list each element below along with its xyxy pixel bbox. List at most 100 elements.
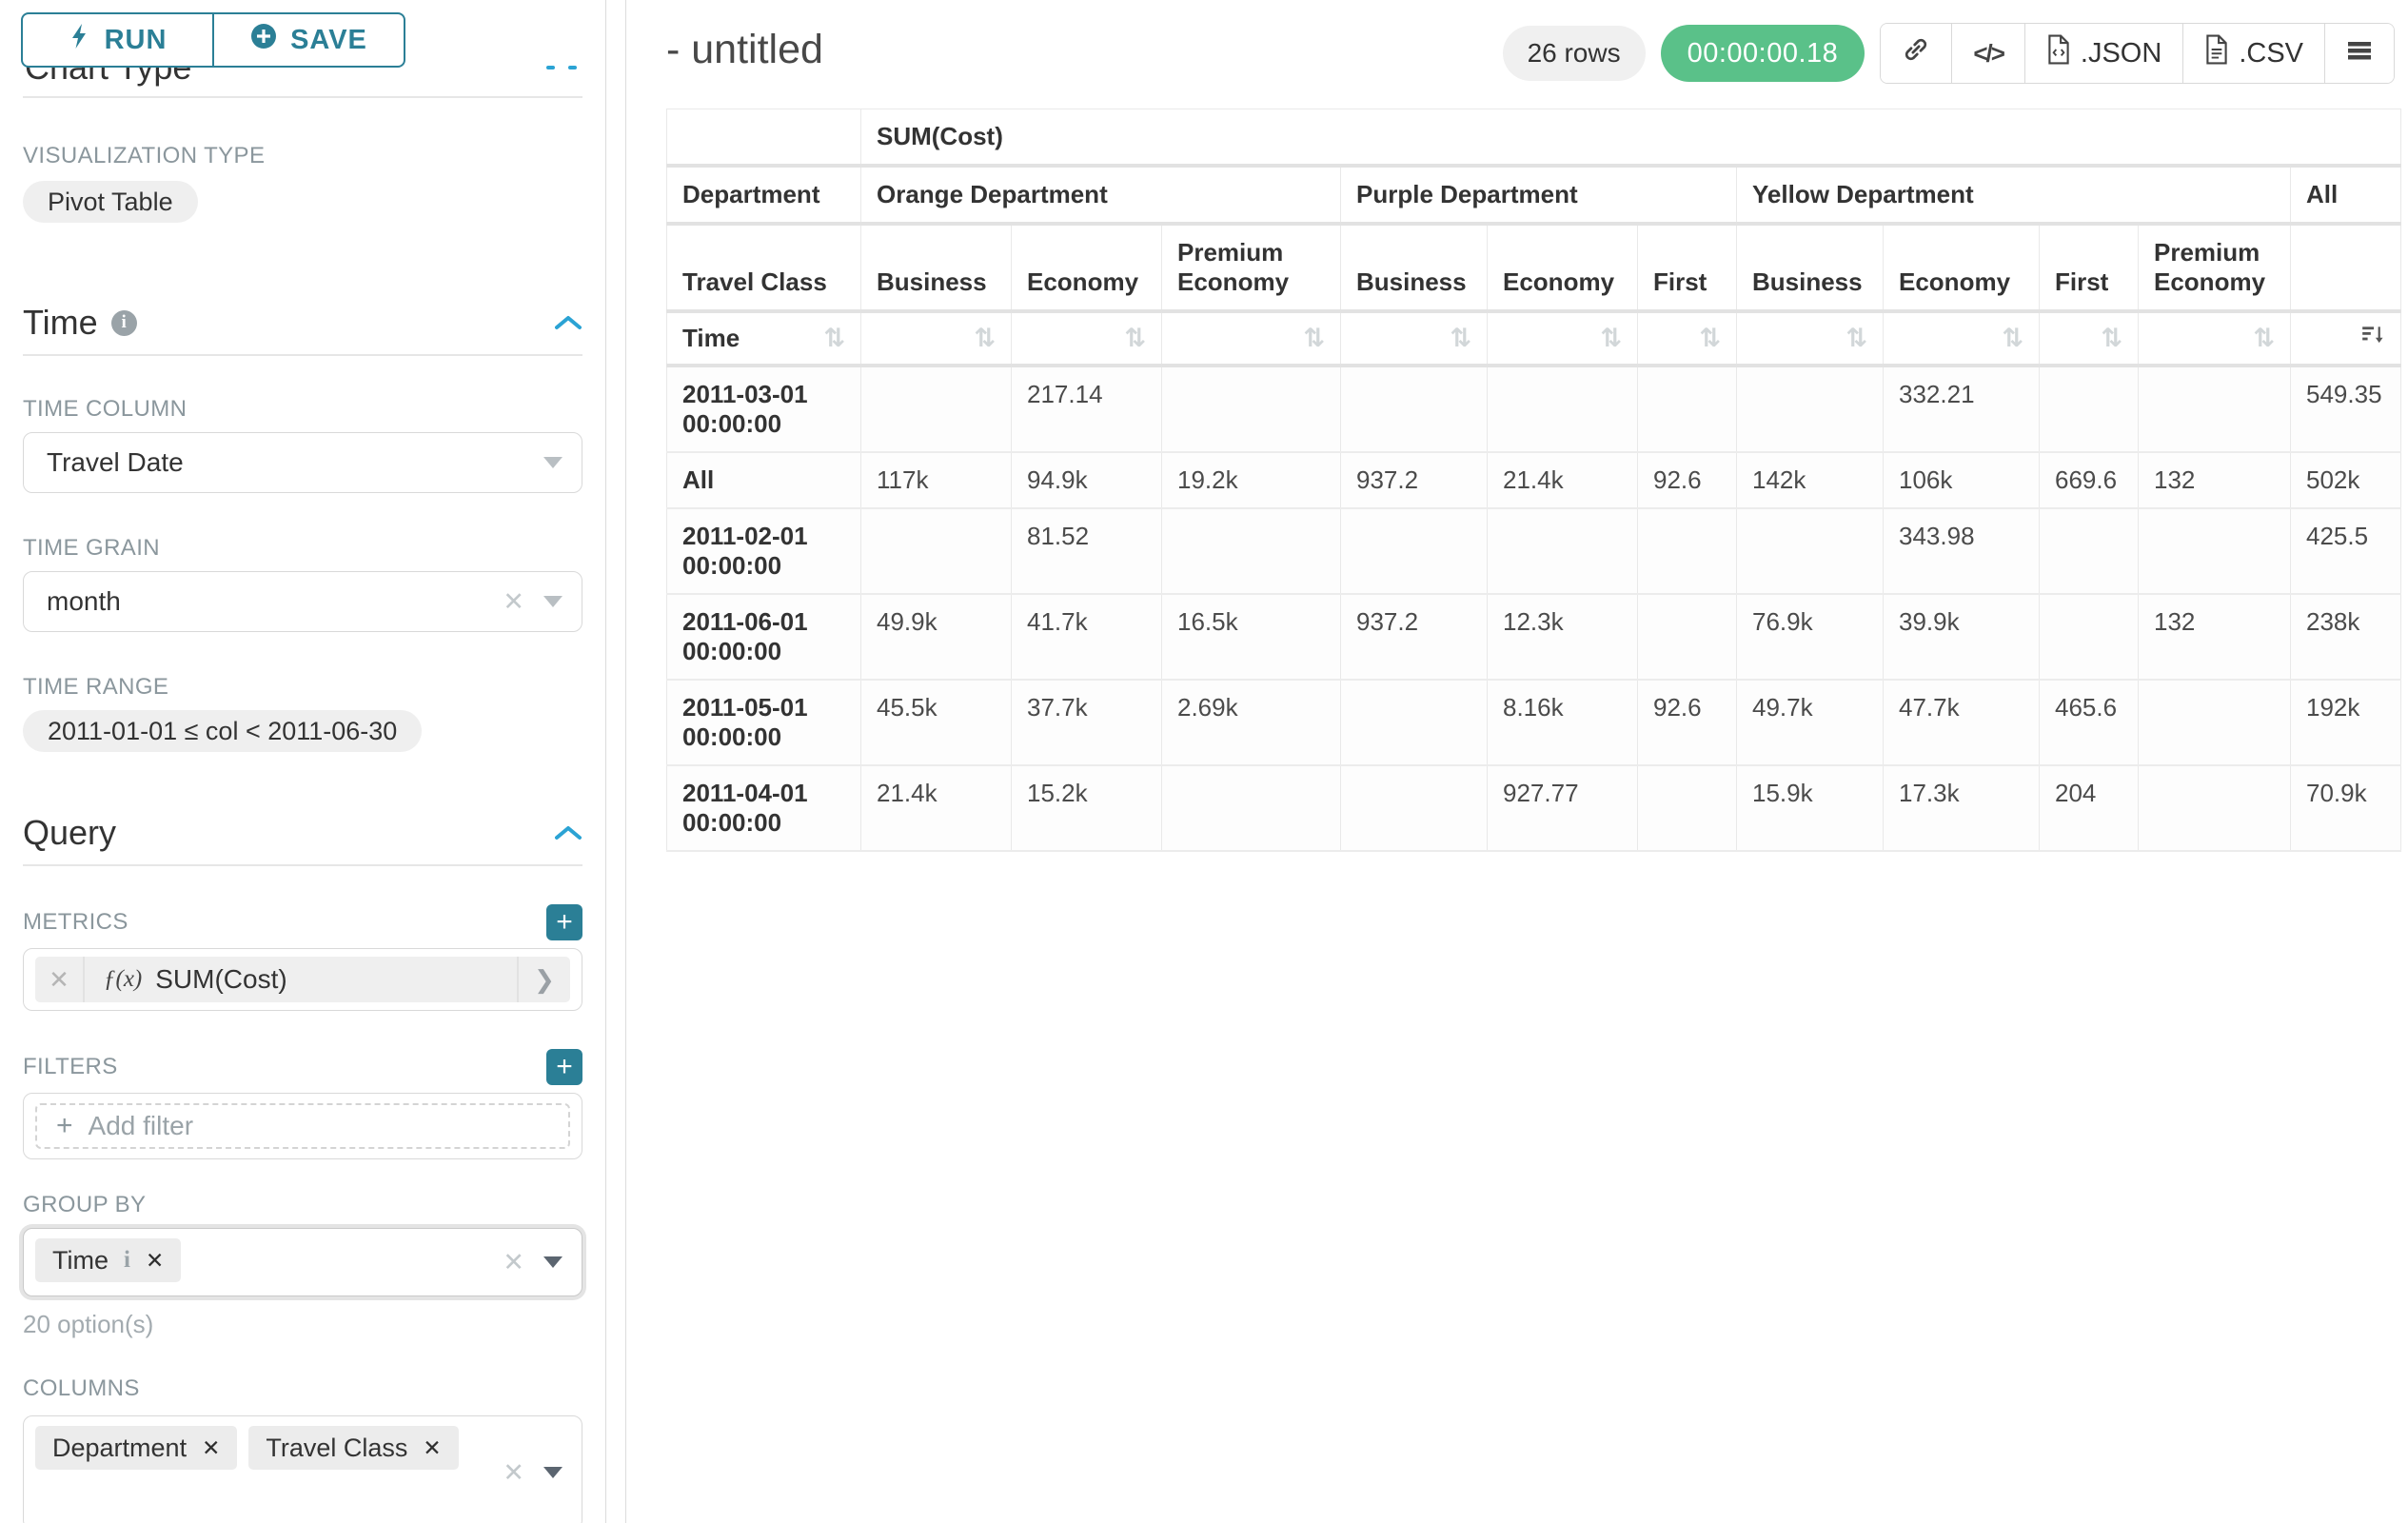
time-column-label: TIME COLUMN [23,396,582,423]
panel-splitter[interactable] [605,0,626,1523]
value-cell [1162,508,1341,594]
value-cell [1341,508,1488,594]
row-count-badge: 26 rows [1503,26,1646,81]
clear-icon[interactable]: ✕ [503,589,524,615]
row-dimension-label: Time [682,324,740,353]
chevron-down-icon[interactable] [543,457,563,468]
value-cell [2139,366,2291,452]
chevron-down-icon[interactable] [543,1467,563,1478]
travel-class-cell: First [1638,224,1737,311]
time-range-pill[interactable]: 2011-01-01 ≤ col < 2011-06-30 [23,710,422,752]
department-group-cell: Yellow Department [1737,166,2291,224]
menu-button[interactable] [2324,24,2394,83]
table-row: 2011-03-01 00:00:00217.14332.21549.35 [667,366,2401,452]
columns-select[interactable]: Department ✕ Travel Class ✕ ✕ [23,1415,582,1523]
sort-header-cell[interactable]: ⇅ [1884,311,2040,366]
group-by-label: GROUP BY [23,1192,582,1218]
remove-tag-icon[interactable]: ✕ [146,1248,164,1274]
time-grain-label: TIME GRAIN [23,535,582,562]
share-link-button[interactable] [1881,24,1951,83]
value-cell: 132 [2139,594,2291,680]
value-cell [1638,508,1737,594]
chart-area: - untitled 26 rows 00:00:00.18 </> [626,0,2408,1523]
metric-pill[interactable]: ✕ ƒ(x) SUM(Cost) ❯ [35,957,570,1002]
sort-header-cell[interactable]: ⇅ [1737,311,1884,366]
remove-tag-icon[interactable]: ✕ [202,1435,220,1461]
time-column-select[interactable]: Travel Date [23,432,582,493]
row-dimension-sort-cell[interactable]: Time ⇅ [667,311,861,366]
view-query-button[interactable]: </> [1951,24,2024,83]
row-label-cell: 2011-05-01 00:00:00 [667,680,861,765]
value-cell [1162,366,1341,452]
export-json-button[interactable]: .JSON [2024,24,2182,83]
metrics-label: METRICS [23,909,128,936]
chevron-up-icon[interactable] [554,824,582,841]
remove-metric-icon[interactable]: ✕ [35,957,85,1002]
export-csv-button[interactable]: .CSV [2182,24,2324,83]
value-cell: 132 [2139,452,2291,508]
travel-class-cell: Premium Economy [1162,224,1341,311]
chevron-down-icon[interactable] [543,596,563,607]
value-cell: 47.7k [1884,680,2040,765]
visualization-type-pill[interactable]: Pivot Table [23,181,198,223]
time-grain-select[interactable]: month ✕ [23,571,582,632]
sort-header-cell[interactable]: ⇅ [1488,311,1638,366]
run-button[interactable]: RUN [21,12,213,68]
filters-label: FILTERS [23,1054,118,1080]
sort-header-cell[interactable]: ⇅ [1341,311,1488,366]
save-button[interactable]: SAVE [213,12,405,68]
value-cell: 117k [861,452,1012,508]
sort-header-cell[interactable]: ⇅ [1162,311,1341,366]
chevron-up-icon[interactable] [554,314,582,331]
value-cell [2040,508,2139,594]
sort-icon: ⇅ [974,326,996,351]
sort-icon: ⇅ [2002,326,2023,351]
value-cell: 37.7k [1012,680,1162,765]
sort-icon: ⇅ [1600,326,1622,351]
group-by-select[interactable]: Time i ✕ ✕ [23,1228,582,1296]
add-filter-button[interactable]: + [546,1049,582,1085]
sort-header-cell[interactable]: ⇅ [2139,311,2291,366]
remove-tag-icon[interactable]: ✕ [423,1435,441,1461]
add-filter-dropzone[interactable]: + Add filter [35,1103,570,1149]
value-cell [1638,366,1737,452]
time-section-header: Time i [23,303,582,343]
clear-icon[interactable]: ✕ [503,1250,524,1276]
value-cell: 465.6 [2040,680,2139,765]
chevron-right-icon[interactable]: ❯ [517,957,570,1002]
sort-header-cell[interactable]: ⇅ [1012,311,1162,366]
row-label-cell: All [667,452,861,508]
value-cell [1341,366,1488,452]
sort-icon: ⇅ [1699,326,1721,351]
department-group-cell: Purple Department [1341,166,1737,224]
value-cell: 8.16k [1488,680,1638,765]
value-cell [1737,366,1884,452]
code-icon: </> [1973,39,2003,69]
value-cell [1162,765,1341,851]
query-section-title: Query [23,813,116,853]
value-cell: 70.9k [2291,765,2401,851]
value-cell: 937.2 [1341,594,1488,680]
sort-header-cell[interactable]: ⇅ [1638,311,1737,366]
sort-icon: ⇅ [823,326,845,351]
add-metric-button[interactable]: + [546,904,582,940]
sort-header-cell[interactable]: ⇅ [861,311,1012,366]
row-label-cell: 2011-03-01 00:00:00 [667,366,861,452]
json-file-icon [2046,34,2071,72]
sort-header-cell[interactable]: ⇅ [2040,311,2139,366]
clear-icon[interactable]: ✕ [503,1460,524,1486]
chart-title[interactable]: - untitled [666,19,823,73]
info-icon[interactable]: i [124,1247,130,1274]
sort-icon: ⇅ [1303,326,1325,351]
value-cell [1488,366,1638,452]
table-row: 2011-02-01 00:00:0081.52343.98425.5 [667,508,2401,594]
time-section-title: Time i [23,303,137,343]
group-by-tag: Time i ✕ [35,1238,181,1282]
run-save-button-group: RUN SAVE [21,12,405,68]
sort-header-cell[interactable] [2291,311,2401,366]
chevron-down-icon[interactable] [543,1256,563,1268]
value-cell: 49.7k [1737,680,1884,765]
value-cell: 937.2 [1341,452,1488,508]
value-cell: 425.5 [2291,508,2401,594]
metrics-container: ✕ ƒ(x) SUM(Cost) ❯ [23,948,582,1011]
